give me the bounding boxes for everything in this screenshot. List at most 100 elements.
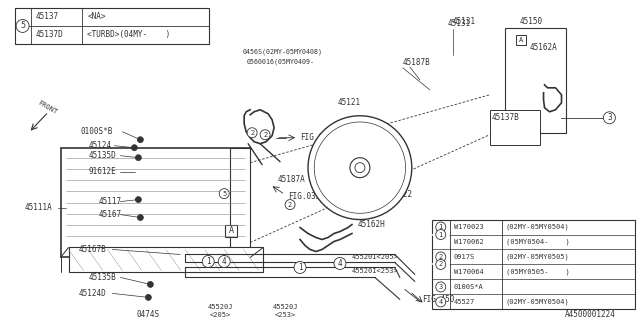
Circle shape xyxy=(436,252,445,262)
Text: 45162H: 45162H xyxy=(358,220,386,229)
Text: FIG.035: FIG.035 xyxy=(288,192,321,201)
Text: 45137B: 45137B xyxy=(492,113,520,122)
Bar xyxy=(490,110,540,145)
Text: 0917S: 0917S xyxy=(454,254,475,260)
Text: W170023: W170023 xyxy=(454,224,483,230)
Text: <TURBD>(04MY-    ): <TURBD>(04MY- ) xyxy=(88,30,171,39)
Text: 0474S: 0474S xyxy=(137,310,160,319)
Text: 5: 5 xyxy=(222,191,227,196)
Text: 1: 1 xyxy=(298,263,302,272)
Text: 2: 2 xyxy=(438,261,443,268)
Text: <205>: <205> xyxy=(209,312,231,318)
Text: (05MY0504-    ): (05MY0504- ) xyxy=(506,239,570,245)
Text: 45167B: 45167B xyxy=(79,245,106,254)
Text: A4500001224: A4500001224 xyxy=(564,310,616,319)
Circle shape xyxy=(220,188,229,199)
Circle shape xyxy=(147,281,154,287)
Text: 45185: 45185 xyxy=(325,127,348,136)
Text: 45520J: 45520J xyxy=(207,304,233,310)
Circle shape xyxy=(436,222,445,232)
Bar xyxy=(61,148,250,258)
Text: A: A xyxy=(228,226,234,235)
Text: 2: 2 xyxy=(438,254,443,260)
Circle shape xyxy=(294,261,306,274)
Text: 45520I<253>: 45520I<253> xyxy=(352,268,399,275)
Text: 45135D: 45135D xyxy=(88,151,116,160)
Text: 2: 2 xyxy=(250,130,254,136)
Text: 0100S*B: 0100S*B xyxy=(81,127,113,136)
Text: 45167: 45167 xyxy=(99,210,122,219)
Text: 1: 1 xyxy=(438,232,443,237)
Circle shape xyxy=(436,229,445,239)
Text: FIG.450: FIG.450 xyxy=(422,295,454,304)
Text: FIG.036: FIG.036 xyxy=(300,133,332,142)
Text: 45137: 45137 xyxy=(36,12,59,21)
Text: (02MY-05MY0504): (02MY-05MY0504) xyxy=(506,299,570,305)
Circle shape xyxy=(131,145,138,151)
Text: 45187A: 45187A xyxy=(278,175,306,184)
Text: 2: 2 xyxy=(263,132,268,138)
Text: 3: 3 xyxy=(607,113,612,122)
Text: 45121: 45121 xyxy=(338,98,361,107)
Text: 3: 3 xyxy=(438,284,443,290)
Text: 91612E: 91612E xyxy=(88,167,116,176)
Text: 45150: 45150 xyxy=(520,18,543,27)
Text: 0560016(05MY0409-: 0560016(05MY0409- xyxy=(246,59,314,65)
Circle shape xyxy=(350,158,370,178)
Text: 1: 1 xyxy=(206,257,211,266)
Text: 45122: 45122 xyxy=(390,190,413,199)
Bar xyxy=(15,8,209,44)
Bar xyxy=(225,225,237,236)
Text: 45520I<205>: 45520I<205> xyxy=(352,254,399,260)
Circle shape xyxy=(138,215,143,220)
Text: (05MY0505-    ): (05MY0505- ) xyxy=(506,269,570,275)
Text: 45131: 45131 xyxy=(448,20,471,28)
Text: 45162A: 45162A xyxy=(529,44,557,52)
Circle shape xyxy=(16,20,29,32)
Circle shape xyxy=(202,255,214,268)
Circle shape xyxy=(136,155,141,161)
Text: 2: 2 xyxy=(288,202,292,208)
Circle shape xyxy=(436,297,445,307)
Circle shape xyxy=(247,128,257,138)
Text: W170062: W170062 xyxy=(454,239,483,245)
Text: 45131: 45131 xyxy=(452,18,476,27)
Circle shape xyxy=(436,282,445,292)
Text: FRONT: FRONT xyxy=(36,100,58,116)
Bar xyxy=(68,247,263,272)
Text: 45135B: 45135B xyxy=(88,273,116,282)
Circle shape xyxy=(145,294,151,300)
Text: 4: 4 xyxy=(338,259,342,268)
Text: 45520J: 45520J xyxy=(273,304,298,310)
Text: 45111A: 45111A xyxy=(24,203,52,212)
Circle shape xyxy=(604,112,616,124)
Bar xyxy=(432,220,636,309)
Text: 45124D: 45124D xyxy=(79,289,106,298)
Text: 45527: 45527 xyxy=(454,299,475,305)
Bar xyxy=(516,35,525,45)
Bar xyxy=(230,148,250,258)
Circle shape xyxy=(334,258,346,269)
Text: 45187B: 45187B xyxy=(403,58,431,68)
Circle shape xyxy=(260,130,270,140)
Circle shape xyxy=(218,255,230,268)
Circle shape xyxy=(308,116,412,220)
Text: W170064: W170064 xyxy=(454,269,483,275)
Text: 4: 4 xyxy=(438,299,443,305)
Text: 1: 1 xyxy=(438,224,443,230)
Text: (02MY-05MY0505): (02MY-05MY0505) xyxy=(506,254,570,260)
Text: 0100S*A: 0100S*A xyxy=(454,284,483,290)
Bar xyxy=(504,28,566,133)
Text: A: A xyxy=(518,37,523,43)
Text: 0456S(02MY-05MY0408): 0456S(02MY-05MY0408) xyxy=(242,49,322,55)
Circle shape xyxy=(138,137,143,143)
Circle shape xyxy=(355,163,365,173)
Text: 45137D: 45137D xyxy=(36,30,63,39)
Text: 4: 4 xyxy=(222,257,227,266)
Text: <NA>: <NA> xyxy=(88,12,106,21)
Text: 5: 5 xyxy=(20,21,25,30)
Circle shape xyxy=(136,196,141,203)
Text: <253>: <253> xyxy=(275,312,296,318)
Text: 45124: 45124 xyxy=(88,141,111,150)
Text: 45117: 45117 xyxy=(99,197,122,206)
